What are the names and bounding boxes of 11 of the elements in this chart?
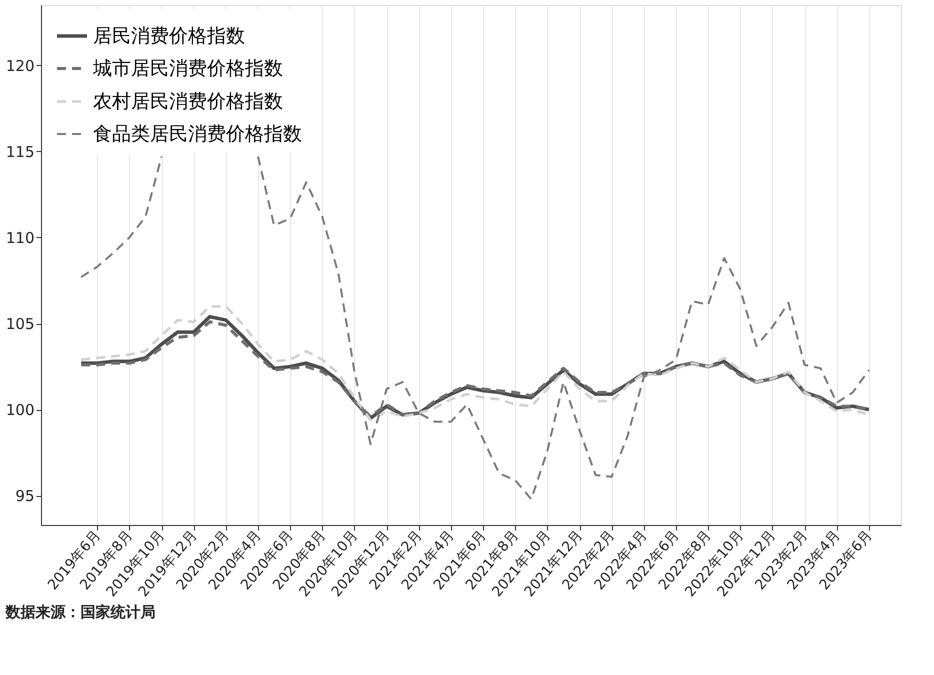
y-tick-label: 95 [15, 487, 34, 506]
y-tick-label: 115 [6, 142, 34, 161]
legend-label: 食品类居民消费价格指数 [93, 123, 302, 145]
y-tick-label: 100 [6, 401, 34, 420]
y-tick-label: 110 [6, 228, 34, 247]
source-note: 数据来源：国家统计局 [4, 602, 156, 621]
y-tick-label: 120 [6, 56, 34, 75]
legend-label: 居民消费价格指数 [93, 25, 245, 47]
y-tick-label: 105 [6, 315, 34, 334]
legend-label: 城市居民消费价格指数 [92, 58, 283, 80]
legend-label: 农村居民消费价格指数 [93, 90, 283, 112]
